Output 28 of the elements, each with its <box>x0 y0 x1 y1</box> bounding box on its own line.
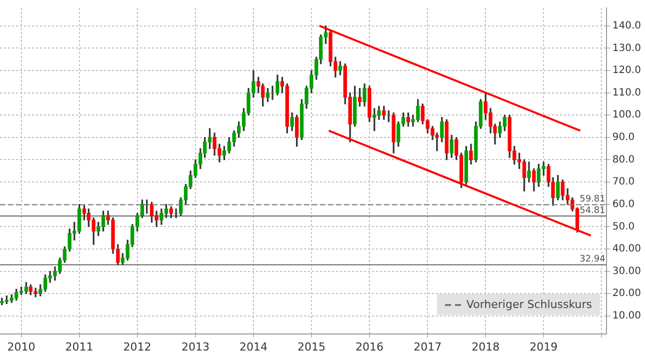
ref-line-label: 32.94 <box>580 254 606 265</box>
x-tick-label: 2018 <box>472 340 500 354</box>
y-tick-label: 110.0 <box>612 87 642 98</box>
y-tick-label: 10.00 <box>612 310 642 322</box>
y-tick-label: 70.0 <box>612 176 635 188</box>
annotation: 59.81 <box>580 194 606 205</box>
x-tick-label: 2013 <box>181 340 210 354</box>
x-tick-label: 2017 <box>414 340 442 354</box>
x-tick-label: 2015 <box>297 340 326 354</box>
x-tick-label: 2016 <box>355 340 384 354</box>
x-tick-label: 2011 <box>65 340 94 354</box>
y-tick-label: 80.0 <box>612 154 635 166</box>
y-tick-label: 120.0 <box>612 65 642 76</box>
y-tick-label: 130.0 <box>612 42 642 54</box>
legend-label: Vorheriger Schlusskurs <box>465 298 592 311</box>
x-tick-label: 2012 <box>123 340 152 354</box>
y-tick-label: 30.00 <box>612 266 642 277</box>
ref-line-label: 54.81 <box>580 206 606 216</box>
y-tick-label: 20.00 <box>612 288 642 300</box>
y-tick-label: 60.0 <box>612 198 635 210</box>
y-tick-label: 140.0 <box>612 20 642 32</box>
x-tick-label: 2019 <box>530 340 558 354</box>
y-tick-label: 100.0 <box>612 110 642 121</box>
y-tick-label: 50.0 <box>612 221 635 232</box>
y-tick-label: 90.0 <box>612 132 635 144</box>
x-tick-label: 2010 <box>7 340 36 354</box>
x-tick-label: 2014 <box>239 340 268 354</box>
y-tick-label: 40.00 <box>612 244 642 255</box>
